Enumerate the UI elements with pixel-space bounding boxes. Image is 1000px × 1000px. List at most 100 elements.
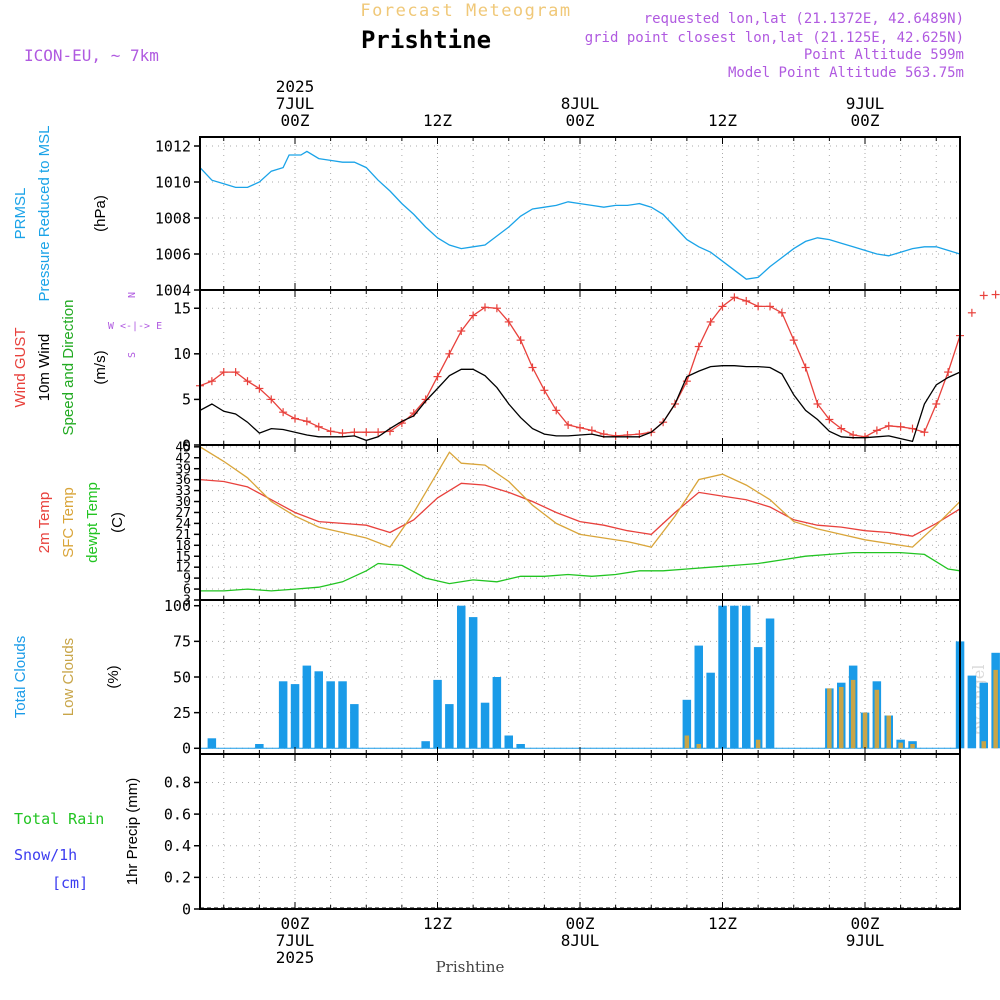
y-tick-label: 18 bbox=[175, 539, 191, 554]
panel-frame-wind bbox=[199, 289, 961, 446]
gust-marker bbox=[932, 399, 941, 408]
panel-label: (%) bbox=[105, 665, 122, 688]
time-label-bottom: 7JUL bbox=[276, 931, 315, 950]
gust-marker bbox=[279, 408, 288, 417]
gust-marker bbox=[362, 428, 371, 437]
gust-marker bbox=[433, 372, 442, 381]
cloud-bar-total bbox=[326, 681, 335, 749]
time-label-top: 8JUL bbox=[561, 94, 600, 113]
model-point-altitude: Model Point Altitude 563.75m bbox=[728, 65, 964, 81]
gust-marker bbox=[944, 368, 953, 377]
side-label: [cm] bbox=[52, 874, 88, 892]
cloud-bar-total bbox=[492, 677, 502, 749]
gust-marker bbox=[730, 293, 739, 302]
cloud-bar-low bbox=[839, 687, 844, 749]
gust-marker bbox=[267, 395, 276, 404]
gust-marker bbox=[231, 368, 240, 377]
cloud-bar-total bbox=[765, 618, 775, 749]
cloud-bar-total bbox=[694, 645, 703, 749]
panel-label: Total Clouds bbox=[12, 636, 29, 719]
panel-label: (C) bbox=[109, 512, 126, 533]
cloud-bar-low bbox=[684, 735, 690, 749]
panel-label: SFC Temp bbox=[60, 487, 77, 558]
y-tick-label: 25 bbox=[173, 704, 191, 722]
y-tick-label: 15 bbox=[173, 299, 191, 317]
gust-marker bbox=[492, 304, 501, 313]
cloud-bar-total bbox=[445, 704, 454, 749]
gust-marker bbox=[504, 317, 513, 326]
cloud-bar-total bbox=[350, 704, 359, 749]
y-tick-label: 36 bbox=[175, 473, 191, 488]
cloud-bar-total bbox=[338, 681, 347, 749]
cloud-bar-low bbox=[898, 742, 903, 749]
cloud-bar-total bbox=[421, 741, 430, 749]
y-tick-label: 0 bbox=[182, 900, 191, 918]
gust-marker bbox=[777, 308, 786, 317]
gust-marker bbox=[718, 302, 727, 311]
gust-marker bbox=[967, 308, 976, 317]
cloud-bar-low bbox=[886, 715, 891, 749]
gust-marker bbox=[694, 342, 703, 351]
time-label-bottom: 12Z bbox=[423, 914, 452, 933]
cloud-bar-low bbox=[827, 688, 832, 749]
panel-label: Pressure Reduced to MSL bbox=[36, 126, 53, 302]
compass-label: S bbox=[127, 352, 138, 358]
panel-frame-precip bbox=[199, 753, 961, 910]
gust-marker bbox=[623, 430, 632, 439]
panel-label: Wind GUST bbox=[12, 327, 29, 407]
gust-marker bbox=[908, 424, 917, 433]
cloud-bar-total bbox=[979, 682, 988, 749]
y-tick-label: 39 bbox=[175, 462, 191, 477]
gust-marker bbox=[920, 428, 929, 437]
gust-marker bbox=[528, 363, 537, 372]
y-tick-label: 12 bbox=[175, 561, 191, 576]
gust-marker bbox=[302, 417, 311, 426]
cloud-bar-total bbox=[718, 605, 727, 749]
gust-marker bbox=[243, 377, 252, 386]
cloud-bar-total bbox=[504, 735, 513, 749]
gust-marker bbox=[884, 421, 893, 430]
cloud-bar-total bbox=[706, 672, 715, 749]
cloud-bar-total bbox=[255, 744, 264, 749]
cloud-bar-total bbox=[516, 744, 525, 749]
y-tick-label: 1004 bbox=[155, 281, 191, 299]
gust-marker bbox=[374, 428, 383, 437]
gust-marker bbox=[872, 426, 881, 435]
compass-label: N bbox=[127, 292, 138, 298]
panel-label: 10m Wind bbox=[36, 334, 53, 402]
y-tick-label: 30 bbox=[175, 495, 191, 510]
point-altitude: Point Altitude 599m bbox=[804, 47, 964, 63]
time-label-bottom: 00Z bbox=[851, 914, 880, 933]
gust-marker bbox=[326, 427, 335, 436]
gust-marker bbox=[338, 429, 347, 438]
cloud-bar-total bbox=[302, 665, 312, 749]
panel-label: (hPa) bbox=[92, 195, 109, 232]
y-tick-label: 27 bbox=[175, 506, 191, 521]
cloud-bar-total bbox=[457, 605, 466, 749]
cloud-bar-total bbox=[753, 647, 763, 749]
panel-label: dewpt Temp bbox=[84, 482, 101, 563]
y-tick-label: 24 bbox=[175, 517, 191, 532]
y-tick-label: 50 bbox=[173, 668, 191, 686]
y-tick-label: 0 bbox=[182, 740, 191, 758]
model-name: ICON-EU, ~ 7km bbox=[24, 46, 159, 65]
time-label-bottom: 9JUL bbox=[846, 931, 885, 950]
gust-marker bbox=[219, 368, 228, 377]
gust-marker bbox=[445, 349, 454, 358]
y-tick-label: 100 bbox=[164, 597, 191, 615]
cloud-bar-total bbox=[433, 679, 442, 749]
y-tick-label: 3 bbox=[183, 594, 191, 609]
cloud-bar-low bbox=[910, 744, 915, 749]
y-tick-label: 6 bbox=[183, 583, 191, 598]
gust-marker bbox=[564, 420, 573, 429]
panel-label: 1hr Precip (mm) bbox=[124, 778, 141, 886]
y-tick-label: 5 bbox=[182, 391, 191, 409]
product-title: Forecast Meteogram bbox=[360, 1, 571, 21]
y-tick-label: 1008 bbox=[155, 209, 191, 227]
cloud-bar-total bbox=[730, 605, 739, 749]
cloud-bar-total bbox=[682, 699, 692, 749]
gust-marker bbox=[979, 291, 988, 300]
cloud-bar-low bbox=[696, 744, 701, 749]
